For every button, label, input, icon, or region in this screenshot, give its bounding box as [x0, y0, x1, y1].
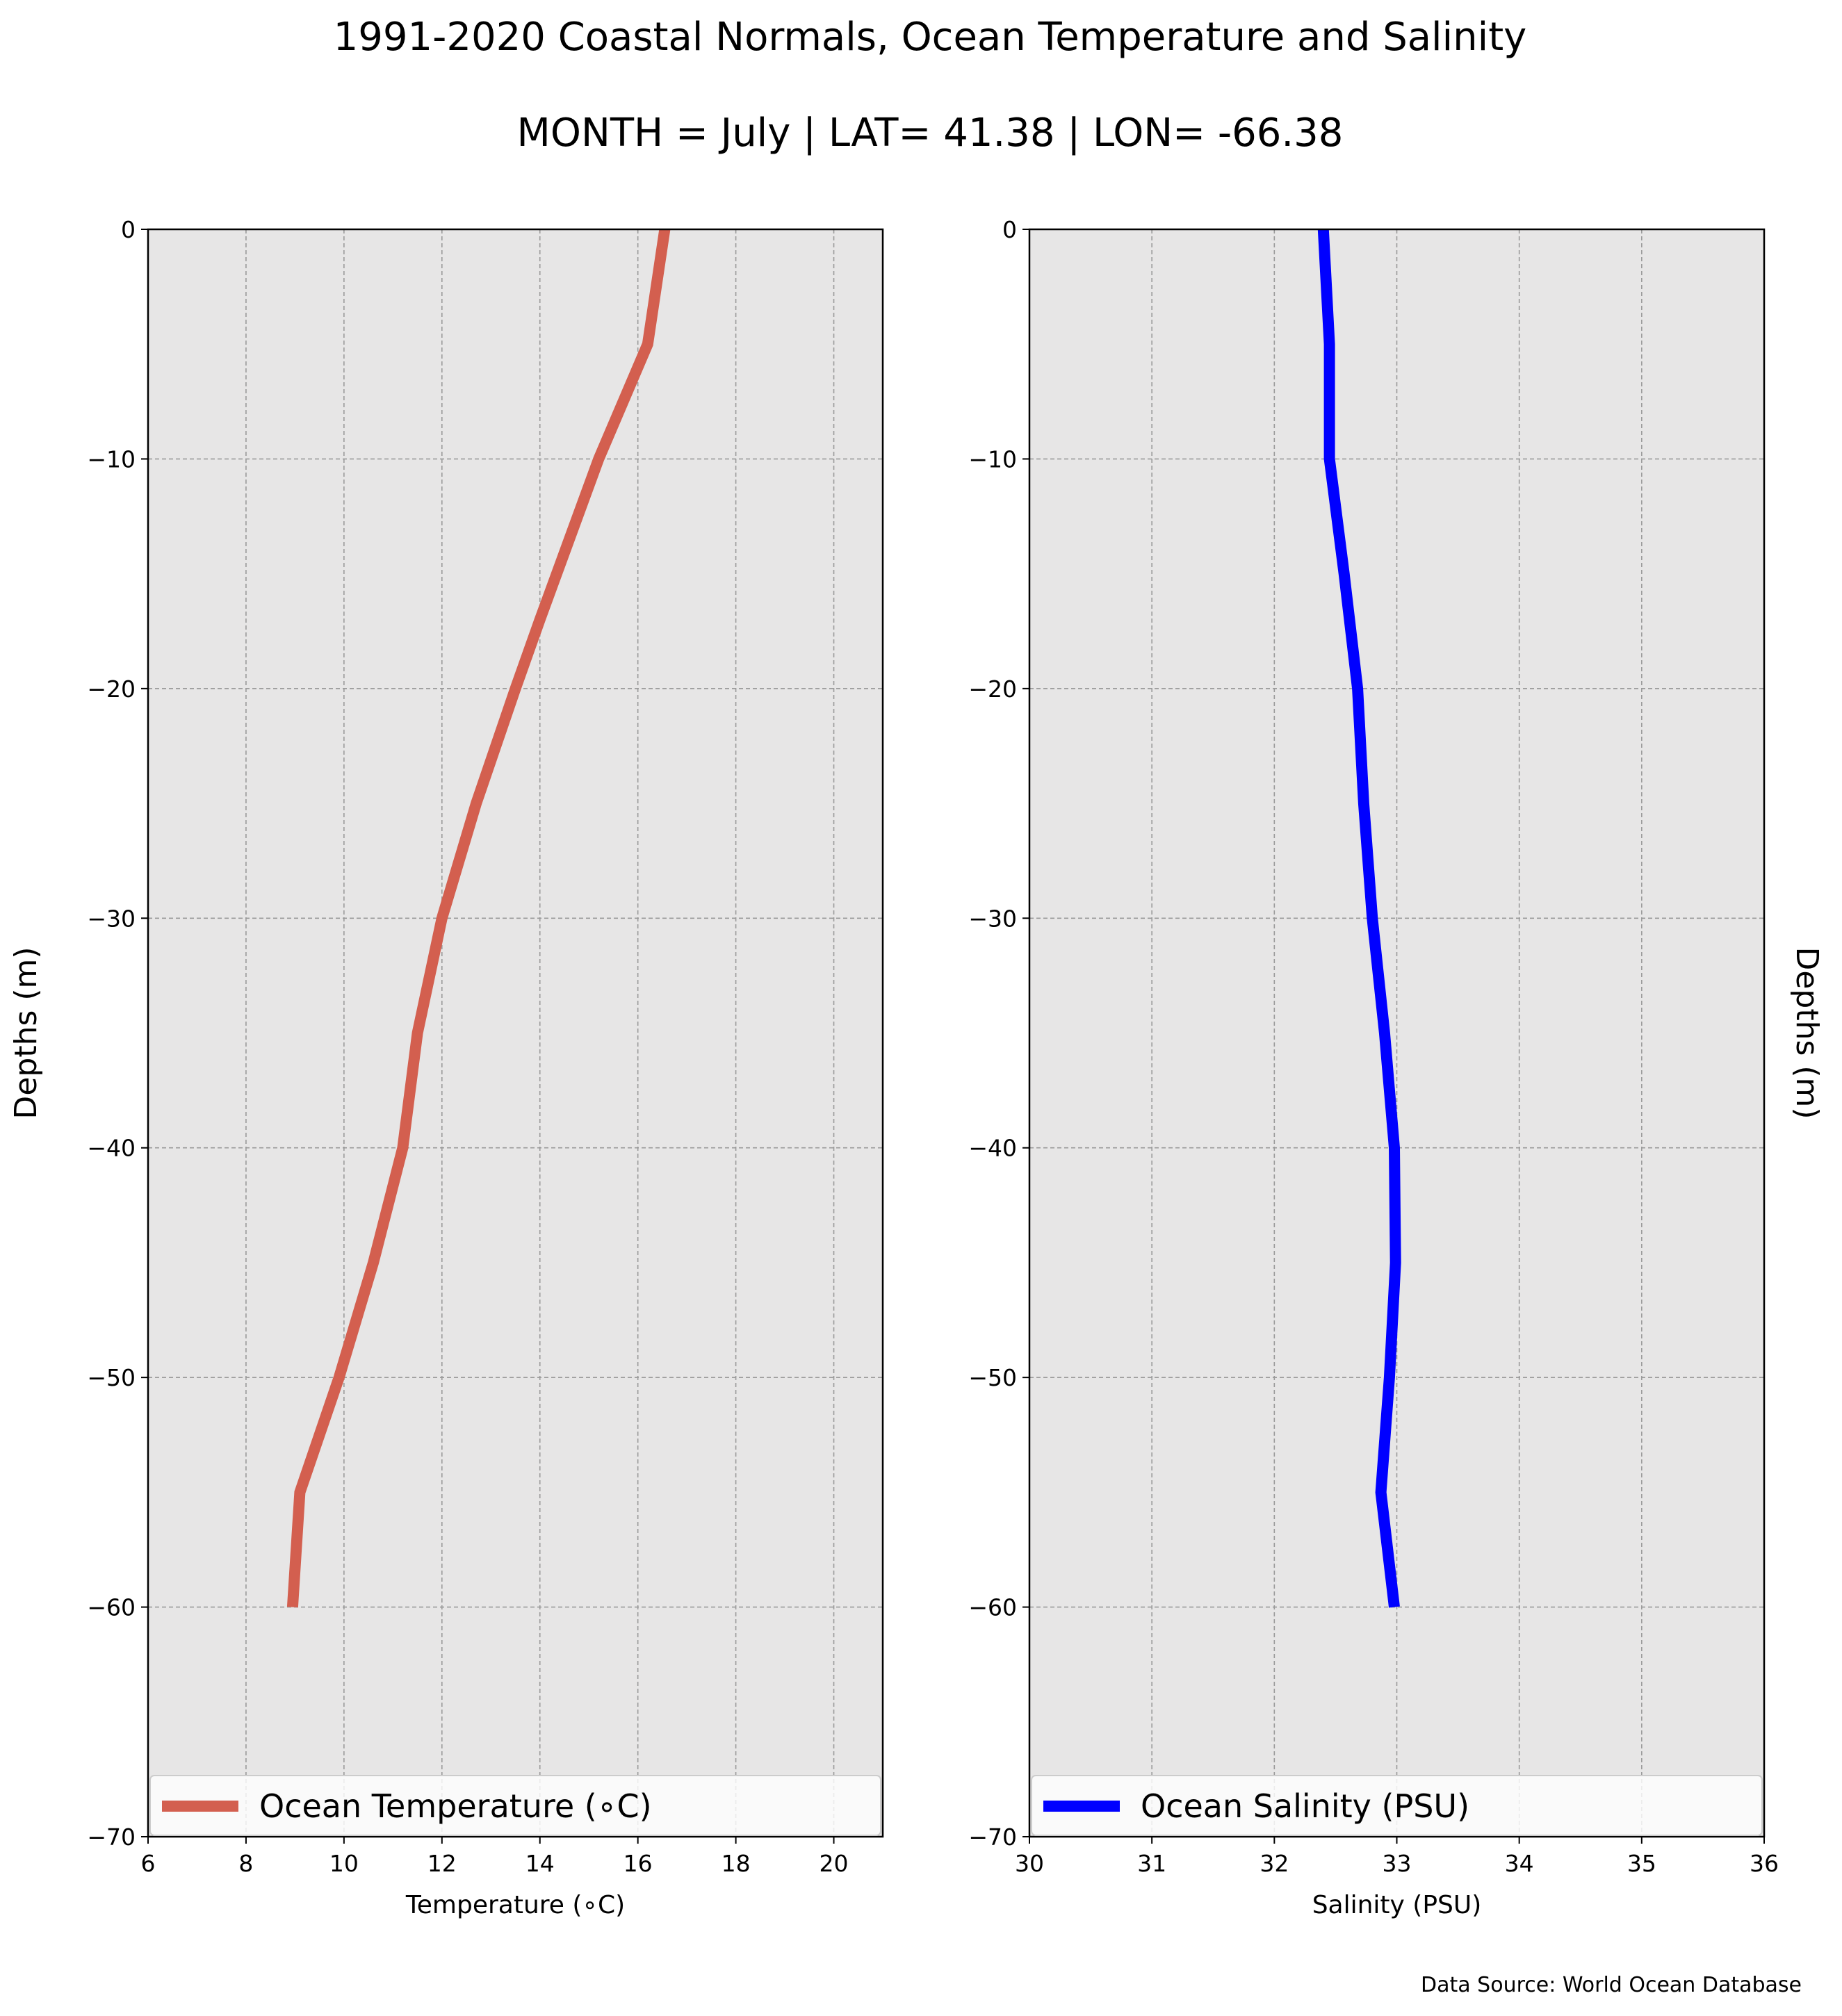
- y-tick-label: 0: [121, 216, 136, 243]
- figure-title: 1991-2020 Coastal Normals, Ocean Tempera…: [334, 15, 1527, 60]
- legend-box: [149, 1775, 881, 1836]
- x-tick-label: 36: [1750, 1850, 1779, 1877]
- chart-panel-2: 30 31 32 33 34 35 36 0 −10 −20 −30 −40 −50 −60 −70 Sali…: [968, 216, 1825, 1919]
- y-tick-label: −30: [968, 905, 1017, 932]
- x-axis-label: Temperature (∘C): [405, 1891, 625, 1919]
- x-tick-label: 10: [329, 1850, 359, 1877]
- x-tick-label: 12: [427, 1850, 457, 1877]
- y-tick-label: −40: [968, 1135, 1017, 1162]
- y-tick-label: 0: [1002, 216, 1017, 243]
- y-tick-label: −60: [968, 1594, 1017, 1621]
- x-tick-label: 14: [525, 1850, 555, 1877]
- y-tick-label: −40: [87, 1135, 136, 1162]
- source-note: Data Source: World Ocean Database: [1421, 1973, 1802, 1997]
- x-tick-label: 20: [820, 1850, 849, 1877]
- figure-subtitle: MONTH = July | LAT= 41.38 | LON= -66.38: [517, 110, 1344, 156]
- y-tick-label: −30: [87, 905, 136, 932]
- x-tick-label: 32: [1260, 1850, 1289, 1877]
- x-tick-label: 30: [1015, 1850, 1044, 1877]
- y-tick-label: −10: [968, 445, 1017, 473]
- legend-label: Ocean Salinity (PSU): [1141, 1787, 1469, 1825]
- legend-box: [1031, 1775, 1763, 1836]
- y-tick-label: −50: [968, 1364, 1017, 1391]
- y-tick-label: −20: [968, 675, 1017, 703]
- y-tick-label: −20: [87, 675, 136, 703]
- x-tick-label: 18: [722, 1850, 751, 1877]
- y-tick-label: −60: [87, 1594, 136, 1621]
- x-tick-label: 33: [1383, 1850, 1412, 1877]
- x-tick-label: 6: [141, 1850, 156, 1877]
- y-axis-label: Depths (m): [8, 946, 44, 1119]
- x-tick-label: 16: [623, 1850, 653, 1877]
- x-tick-label: 35: [1627, 1850, 1656, 1877]
- legend-label: Ocean Temperature (∘C): [259, 1787, 652, 1825]
- y-tick-label: −10: [87, 445, 136, 473]
- x-axis-label: Salinity (PSU): [1312, 1891, 1482, 1919]
- legend: Ocean Salinity (PSU): [1031, 1775, 1763, 1836]
- x-tick-label: 8: [238, 1850, 253, 1877]
- x-tick-label: 34: [1505, 1850, 1534, 1877]
- legend: Ocean Temperature (∘C): [149, 1775, 881, 1836]
- y-tick-label: −50: [87, 1364, 136, 1391]
- axes-frame: [147, 228, 884, 1838]
- x-tick-label: 31: [1137, 1850, 1166, 1877]
- chart-panel-1: 6 8 10 12 14 16 18 20 0 −10 −20 −30 −40 −50 −60 −70 Temp…: [8, 216, 884, 1919]
- y-axis-label: Depths (m): [1789, 946, 1825, 1119]
- y-tick-label: −70: [968, 1824, 1017, 1851]
- plot-area: [148, 229, 883, 1837]
- y-tick-label: −70: [87, 1824, 136, 1851]
